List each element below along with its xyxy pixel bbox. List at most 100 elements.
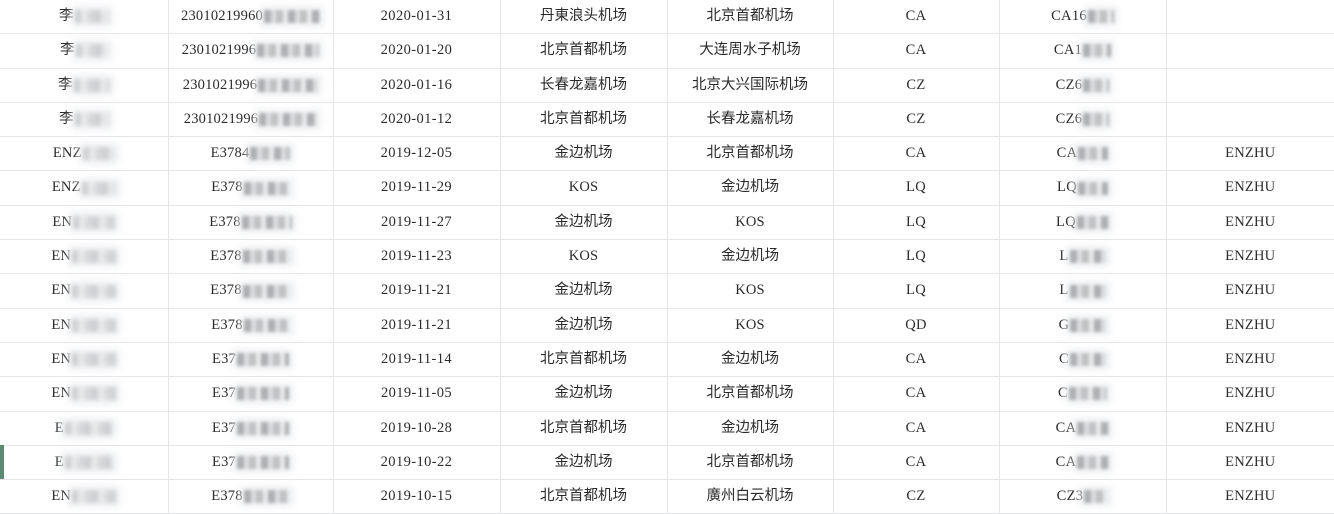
cell-flight-number-text: LQ bbox=[1057, 179, 1077, 196]
cell-flight-date: 2019-11-14 bbox=[333, 342, 501, 378]
cell-flight-date-content: 2020-01-31 bbox=[381, 8, 453, 25]
table-row[interactable]: ENZ E378 2019-11-29 KOS 金边机场 LQ LQ ENZHU bbox=[0, 170, 1334, 206]
cell-id-number-text: E378 bbox=[209, 213, 241, 230]
cell-flight-number-content: CA1 bbox=[1054, 42, 1112, 59]
cell-flight-date-content: 2019-11-27 bbox=[381, 214, 452, 231]
cell-flight-date-content: 2020-01-20 bbox=[381, 42, 453, 59]
cell-airline-code-text: LQ bbox=[906, 213, 926, 230]
cell-departure-airport-text: 金边机场 bbox=[554, 145, 613, 162]
cell-flight-date-text: 2020-01-16 bbox=[380, 76, 453, 93]
cell-passenger-name-content: E bbox=[55, 420, 113, 437]
cell-passenger-name: E bbox=[0, 411, 169, 446]
cell-airline-code-text: CA bbox=[905, 453, 927, 470]
cell-passenger-name: EN bbox=[0, 342, 169, 378]
redaction-blur bbox=[1084, 490, 1109, 504]
table-row[interactable]: EN E378 2019-10-15 北京首都机场 廣州白云机场 CZ CZ3 ENZHU bbox=[0, 479, 1334, 514]
cell-flight-date-content: 2019-11-05 bbox=[381, 385, 452, 402]
redaction-blur bbox=[72, 387, 117, 401]
table-row[interactable]: EN E378 2019-11-21 金边机场 KOS QD G ENZHU bbox=[0, 308, 1334, 343]
redaction-blur bbox=[82, 147, 115, 161]
cell-flight-number-content: CZ3 bbox=[1057, 488, 1109, 505]
table-row[interactable]: ENZ E3784 2019-12-05 金边机场 北京首都机场 CA CA ENZHU bbox=[0, 136, 1334, 172]
cell-flight-date: 2019-10-15 bbox=[333, 479, 501, 514]
cell-id-number-content: E3784 bbox=[211, 145, 291, 162]
cell-departure-airport-content: 金边机场 bbox=[555, 454, 613, 471]
cell-arrival-airport: 金边机场 bbox=[667, 411, 834, 446]
redaction-blur bbox=[72, 353, 117, 367]
cell-id-number-content: E378 bbox=[211, 488, 290, 505]
cell-flight-date-text: 2019-10-15 bbox=[380, 488, 453, 505]
cell-passenger-name: ENZ bbox=[0, 170, 169, 206]
cell-passenger-name: EN bbox=[0, 376, 169, 412]
table-row[interactable]: EN E37 2019-11-14 北京首都机场 金边机场 CA C ENZHU bbox=[0, 342, 1334, 378]
cell-flight-number-content: LQ bbox=[1056, 214, 1109, 231]
cell-id-number: 2301021996 bbox=[168, 102, 334, 138]
cell-passenger-name-text: 李 bbox=[60, 42, 75, 59]
cell-account-label-content: ENZHU bbox=[1225, 420, 1275, 437]
cell-passenger-name: 李 bbox=[0, 33, 169, 69]
cell-arrival-airport-content: 北京首都机场 bbox=[707, 385, 794, 402]
cell-flight-date: 2019-11-27 bbox=[333, 205, 501, 241]
cell-airline-code-content: CA bbox=[906, 42, 927, 59]
cell-account-label-content: ENZHU bbox=[1225, 385, 1275, 402]
cell-id-number-text: E378 bbox=[210, 282, 242, 299]
cell-arrival-airport-text: 大连周水子机场 bbox=[699, 42, 801, 59]
cell-airline-code-text: CZ bbox=[906, 76, 926, 93]
redaction-blur bbox=[243, 181, 290, 195]
table-row[interactable]: EN E378 2019-11-21 金边机场 KOS LQ L ENZHU bbox=[0, 273, 1334, 309]
cell-departure-airport-text: 北京首都机场 bbox=[540, 488, 627, 505]
table-row[interactable]: 李 2301021996 2020-01-20 北京首都机场 大连周水子机场 CA CA1 bbox=[0, 33, 1334, 69]
cell-flight-date-content: 2019-11-14 bbox=[381, 351, 452, 368]
cell-arrival-airport-text: 金边机场 bbox=[721, 179, 779, 196]
redaction-blur bbox=[1069, 250, 1106, 264]
redaction-blur bbox=[1069, 353, 1106, 367]
cell-flight-number: CZ6 bbox=[999, 68, 1167, 103]
redaction-blur bbox=[236, 421, 289, 435]
redaction-blur bbox=[1078, 147, 1109, 161]
cell-id-number: E37 bbox=[168, 445, 334, 481]
cell-arrival-airport-text: 北京首都机场 bbox=[706, 7, 794, 24]
redaction-blur bbox=[72, 318, 117, 332]
cell-id-number: E378 bbox=[168, 479, 334, 514]
table-row[interactable]: EN E378 2019-11-27 金边机场 KOS LQ LQ ENZHU bbox=[0, 205, 1334, 241]
cell-airline-code-text: LQ bbox=[906, 248, 926, 265]
cell-arrival-airport: 北京首都机场 bbox=[667, 445, 834, 481]
cell-flight-date-text: 2019-11-29 bbox=[380, 179, 453, 196]
cell-flight-date-content: 2019-10-22 bbox=[381, 454, 453, 471]
cell-account-label-text: ENZHU bbox=[1225, 179, 1276, 196]
cell-flight-number: CA bbox=[999, 136, 1167, 172]
cell-id-number: E37 bbox=[168, 376, 334, 412]
table-row[interactable]: 李 2301021996 2020-01-16 长春龙嘉机场 北京大兴国际机场 CZ CZ6 bbox=[0, 68, 1334, 103]
redaction-blur bbox=[1087, 10, 1114, 24]
cell-passenger-name-text: E bbox=[54, 453, 64, 470]
cell-airline-code: CZ bbox=[833, 102, 1000, 138]
cell-departure-airport: 长春龙嘉机场 bbox=[500, 68, 668, 103]
table-row[interactable]: E E37 2019-10-22 金边机场 北京首都机场 CA CA ENZHU bbox=[0, 445, 1334, 481]
cell-passenger-name-text: E bbox=[54, 419, 64, 436]
table-row[interactable]: EN E37 2019-11-05 金边机场 北京首都机场 CA C ENZHU bbox=[0, 376, 1334, 412]
cell-arrival-airport-text: 北京大兴国际机场 bbox=[692, 76, 808, 93]
cell-passenger-name-text: EN bbox=[51, 248, 72, 265]
table-row[interactable]: E E37 2019-10-28 北京首都机场 金边机场 CA CA ENZHU bbox=[0, 411, 1334, 446]
cell-departure-airport: 金边机场 bbox=[500, 445, 668, 481]
cell-airline-code-content: CA bbox=[906, 454, 927, 471]
cell-passenger-name: EN bbox=[0, 479, 169, 514]
table-row[interactable]: 李 23010219960 2020-01-31 丹東浪头机场 北京首都机场 CA CA16 bbox=[0, 0, 1334, 35]
cell-airline-code: CA bbox=[833, 411, 1000, 446]
cell-airline-code: CA bbox=[833, 342, 1000, 378]
table-row[interactable]: EN E378 2019-11-23 KOS 金边机场 LQ L ENZHU bbox=[0, 239, 1334, 275]
cell-passenger-name-text: EN bbox=[51, 385, 72, 402]
cell-arrival-airport: 廣州白云机场 bbox=[667, 479, 834, 514]
cell-arrival-airport-content: 北京大兴国际机场 bbox=[692, 77, 808, 94]
cell-id-number: E378 bbox=[168, 170, 334, 206]
cell-arrival-airport-text: 北京首都机场 bbox=[706, 145, 794, 162]
cell-flight-number-content: L bbox=[1059, 248, 1106, 265]
cell-departure-airport: 北京首都机场 bbox=[500, 102, 668, 138]
cell-flight-number: L bbox=[999, 239, 1167, 275]
cell-airline-code-content: CA bbox=[906, 351, 927, 368]
cell-flight-date-text: 2020-01-20 bbox=[380, 42, 453, 59]
cell-passenger-name-content: E bbox=[55, 454, 113, 471]
table-row[interactable]: 李 2301021996 2020-01-12 北京首都机场 长春龙嘉机场 CZ CZ6 bbox=[0, 102, 1334, 138]
cell-account-label: ENZHU bbox=[1166, 308, 1334, 343]
